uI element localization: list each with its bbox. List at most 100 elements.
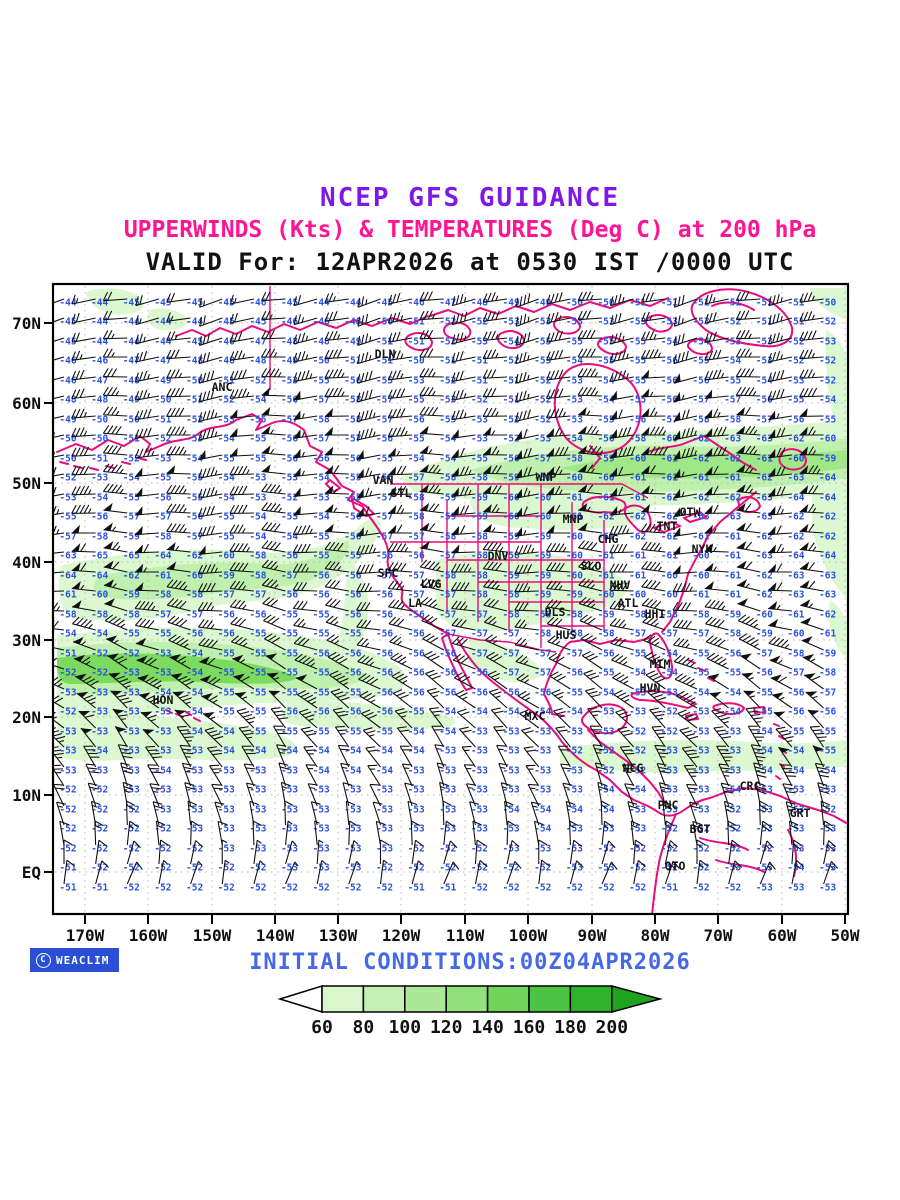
temp-value: -44	[123, 337, 140, 348]
wind-barb-staff	[799, 298, 824, 303]
wind-barb-flag	[767, 582, 777, 591]
temp-value: -60	[566, 551, 583, 562]
temp-value: -57	[566, 649, 583, 660]
temp-value: -53	[629, 824, 646, 835]
wind-barb-staff	[674, 661, 698, 670]
colorbar: 60 80 100 120 140 160 180 200	[277, 984, 663, 1038]
temp-value: -56	[439, 688, 456, 699]
wind-barb-flag	[169, 654, 182, 661]
wind-barb-feather	[152, 680, 162, 687]
temp-value: -57	[408, 473, 425, 484]
wind-barb-half-feather	[277, 488, 282, 494]
city-label: SFC	[378, 566, 399, 580]
temp-value: -53	[186, 434, 203, 445]
wind-barb-flag	[451, 544, 460, 553]
wind-barb-feather	[681, 333, 685, 343]
temp-value: -53	[313, 824, 330, 835]
wind-barb-feather	[581, 386, 588, 396]
temp-value: -58	[503, 551, 520, 562]
temp-value: -55	[281, 629, 298, 640]
wind-barb-feather	[724, 800, 734, 806]
temp-value: -55	[597, 356, 614, 367]
wind-barb-feather	[392, 599, 400, 608]
wind-barb-staff	[56, 802, 65, 826]
wind-barb-staff	[261, 414, 286, 417]
wind-barb-feather	[89, 680, 99, 686]
wind-barb-feather	[263, 614, 272, 622]
temp-value: -52	[692, 844, 709, 855]
wind-barb-feather	[177, 725, 187, 728]
wind-barb-feather	[609, 600, 616, 609]
temp-value: -53	[249, 844, 266, 855]
wind-barb-half-feather	[49, 568, 51, 573]
temp-value: -53	[724, 746, 741, 757]
wind-barb-half-feather	[436, 488, 441, 494]
wind-barb-feather	[617, 692, 627, 698]
wind-barb-flag	[736, 522, 746, 531]
wind-barb-feather	[614, 295, 618, 305]
temp-value: -55	[724, 376, 741, 387]
temp-value: -53	[661, 805, 678, 816]
wind-barb-feather	[617, 543, 624, 553]
wind-barb-feather	[610, 315, 614, 325]
wind-barb-staff	[293, 642, 318, 651]
temp-value: -56	[756, 395, 773, 406]
wind-barb-feather	[324, 388, 330, 398]
wind-barb-feather	[336, 368, 343, 378]
wind-barb-feather	[357, 654, 366, 662]
wind-barb-feather	[455, 390, 460, 400]
temp-value: -54	[566, 434, 583, 445]
wind-barb-feather	[332, 672, 342, 678]
temp-value: -54	[91, 493, 108, 504]
wind-barb-half-feather	[214, 412, 218, 418]
wind-barb-feather	[388, 599, 396, 608]
temp-value: -58	[91, 532, 108, 543]
wind-barb-feather	[429, 707, 439, 710]
wind-barb-feather	[613, 563, 620, 573]
wind-barb-feather	[799, 369, 805, 379]
wind-barb-staff	[365, 747, 381, 768]
temp-value: -53	[661, 766, 678, 777]
temp-value: -50	[59, 454, 76, 465]
wind-barb-staff	[401, 763, 413, 787]
wind-barb-flag	[802, 654, 815, 661]
temp-value: -44	[344, 298, 361, 309]
temp-value: -52	[59, 707, 76, 718]
wind-barb-staff	[359, 695, 381, 709]
wind-barb-flag	[736, 464, 746, 473]
wind-barb-half-feather	[787, 740, 793, 743]
wind-barb-flag	[419, 484, 429, 493]
wind-barb-feather	[178, 426, 185, 436]
wind-barb-feather	[428, 484, 435, 493]
temp-value: -61	[692, 473, 709, 484]
wind-barb-half-feather	[214, 470, 218, 476]
wind-barb-staff	[198, 434, 223, 441]
wind-barb-feather	[134, 448, 140, 459]
wind-barb-feather	[682, 746, 692, 749]
wind-barb-staff	[198, 512, 223, 518]
wind-barb-flag	[704, 409, 713, 419]
wind-barb-staff	[546, 317, 571, 324]
wind-barb-staff	[799, 511, 824, 514]
wind-barb-flag	[769, 655, 781, 663]
wind-barb-feather	[491, 485, 498, 494]
wind-barb-feather	[419, 368, 426, 377]
wind-barb-feather	[659, 770, 670, 774]
wind-barb-feather	[487, 579, 495, 588]
wind-barb-feather	[407, 800, 418, 806]
wind-barb-feather	[566, 800, 576, 806]
lat-tick-label: 30N	[12, 631, 41, 650]
wind-barb-staff	[515, 434, 539, 441]
temp-value: -52	[629, 766, 646, 777]
wind-barb-feather	[75, 408, 81, 418]
wind-barb-feather	[237, 504, 244, 514]
wind-barb-staff	[103, 317, 128, 321]
temp-value: -58	[534, 610, 551, 621]
temp-value: -64	[819, 551, 836, 562]
wind-barb-feather	[166, 388, 172, 398]
temp-value: -56	[186, 629, 203, 640]
temp-value: -53	[756, 785, 773, 796]
wind-barb-staff	[823, 861, 832, 885]
city-label: LVG	[421, 577, 442, 591]
wind-barb-feather	[618, 466, 624, 476]
